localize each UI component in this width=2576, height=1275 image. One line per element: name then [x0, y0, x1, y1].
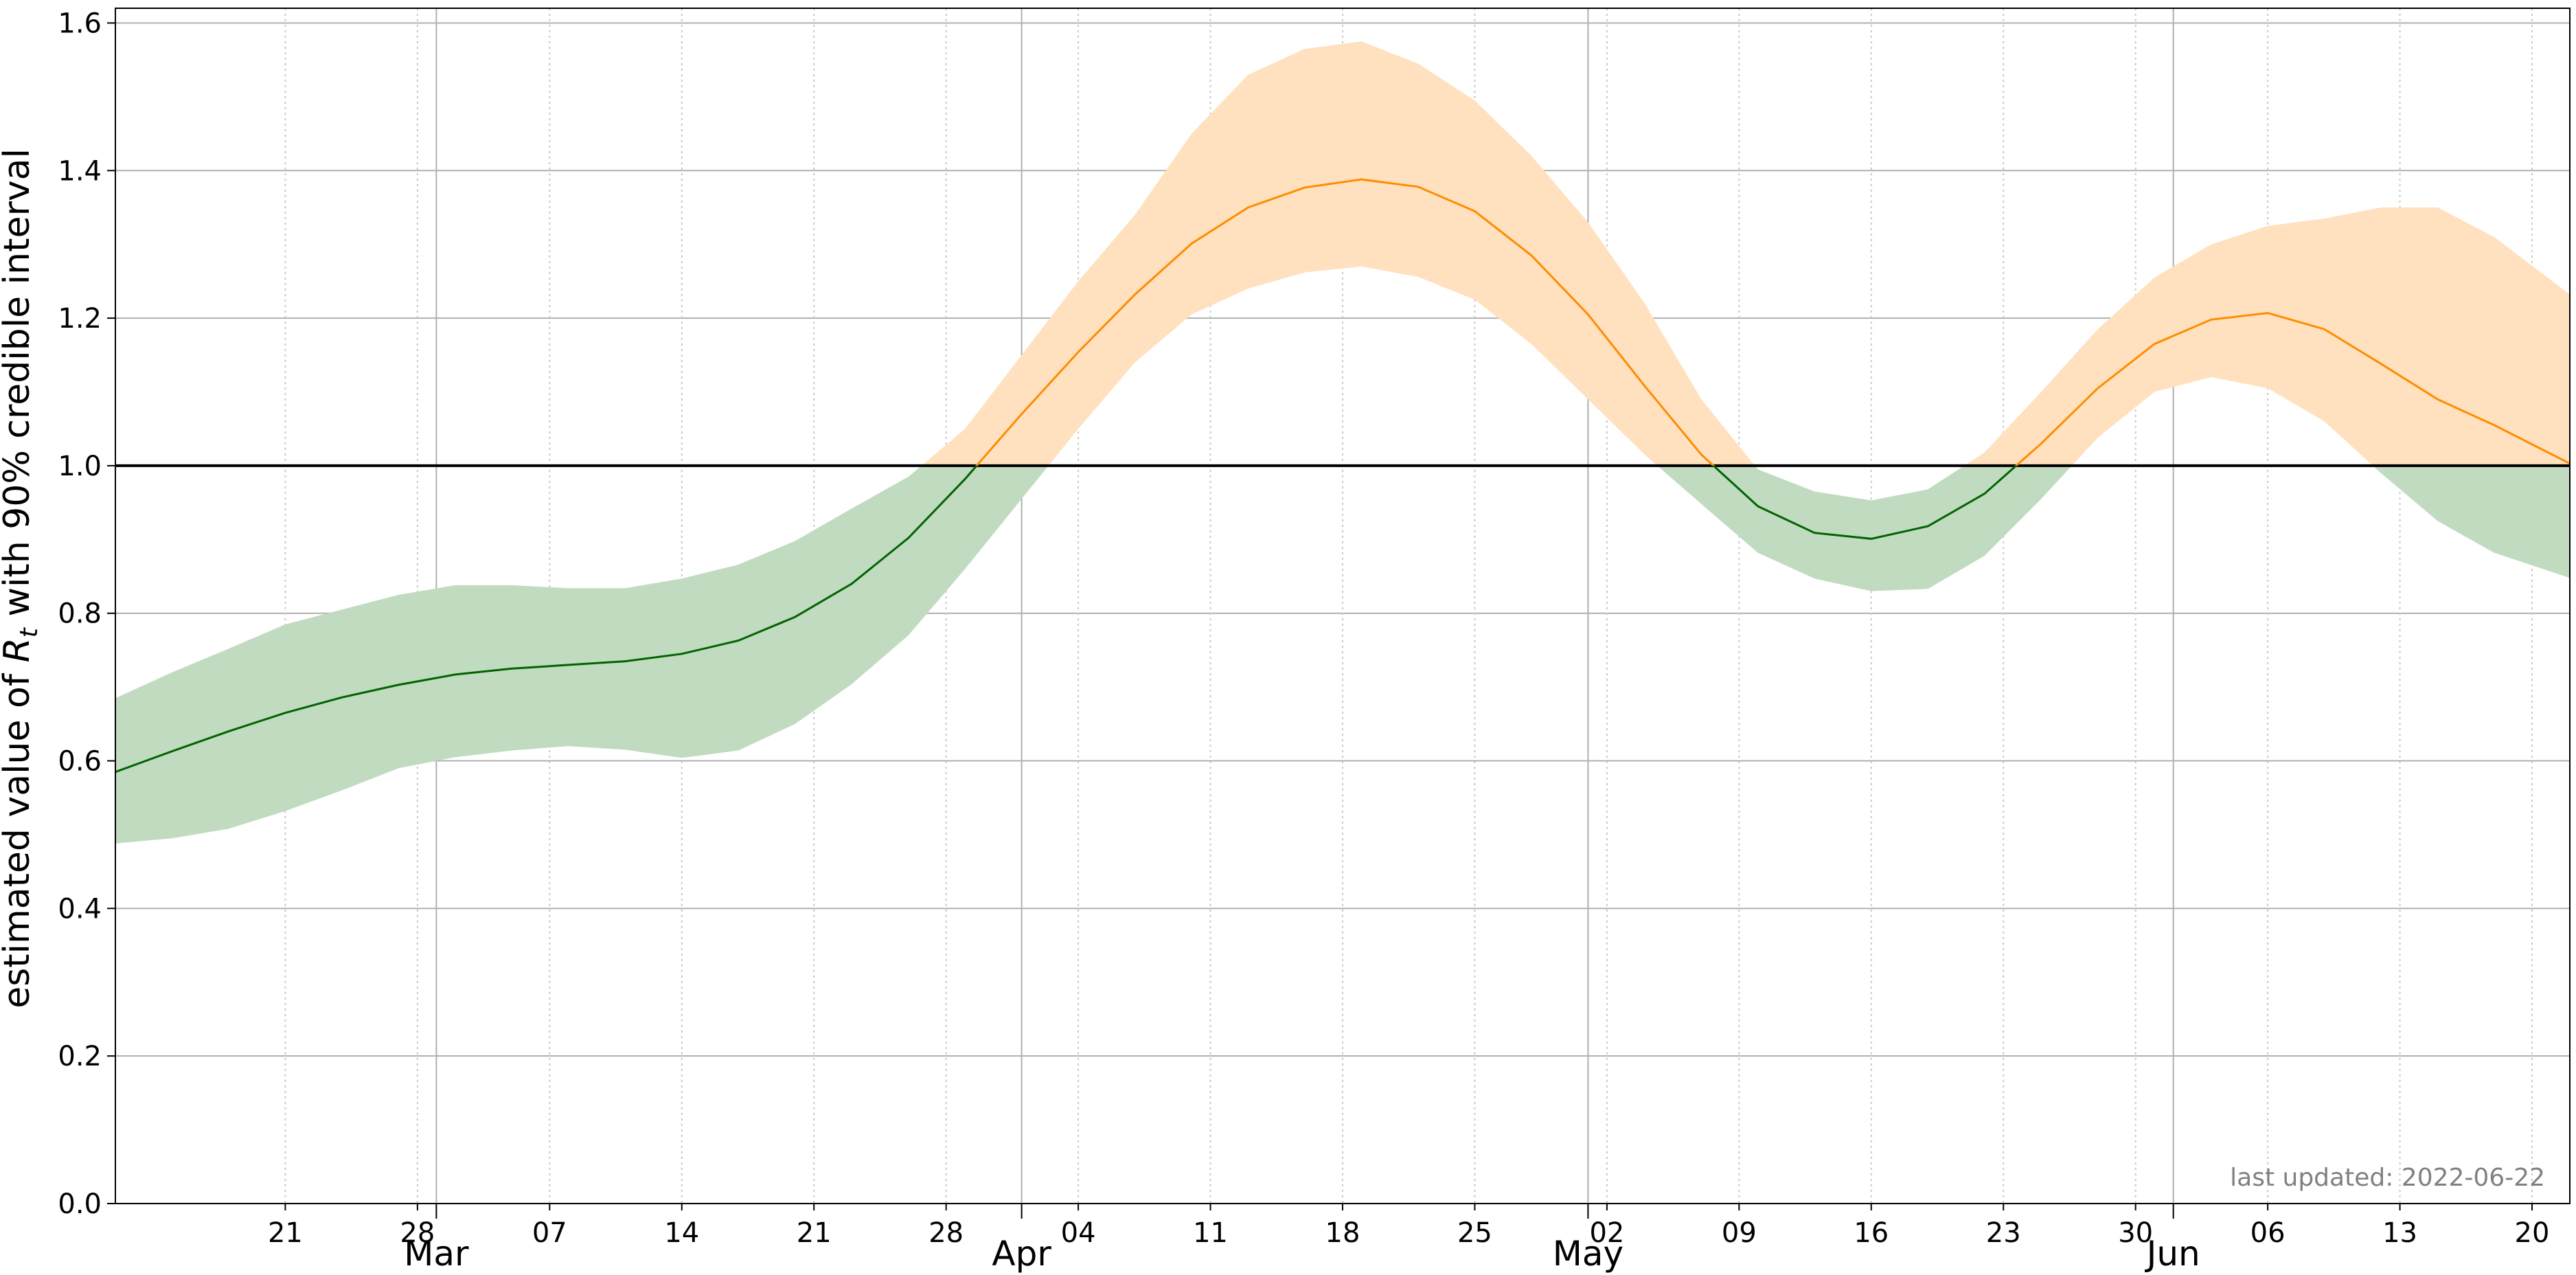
x-minor-tick-label: 21	[797, 1217, 832, 1249]
y-tick-label: 1.0	[58, 451, 102, 482]
median-line-above	[975, 178, 2570, 466]
x-minor-tick-label: 14	[664, 1217, 699, 1249]
x-major-tick-label: Jun	[2145, 1234, 2200, 1274]
x-minor-tick-label: 18	[1325, 1217, 1360, 1249]
ylabel-suffix: with 90% credible interval	[0, 148, 38, 628]
x-minor-tick-label: 23	[1986, 1217, 2021, 1249]
y-tick-label: 1.4	[58, 155, 102, 187]
last-updated-label: last updated: 2022-06-22	[2230, 1164, 2545, 1192]
x-minor-tick-label: 16	[1854, 1217, 1889, 1249]
median-line	[115, 178, 2570, 774]
x-minor-tick-label: 30	[2118, 1217, 2153, 1249]
ylabel-prefix: estimated value of	[0, 662, 38, 1008]
y-axis-label: estimated value of Rt with 90% credible …	[0, 148, 43, 1008]
credible-interval-band	[115, 41, 2570, 844]
x-minor-tick-label: 20	[2515, 1217, 2550, 1249]
median-line-below	[115, 465, 2018, 774]
band-above-threshold	[921, 41, 2570, 466]
x-minor-tick-label: 07	[532, 1217, 567, 1249]
y-tick-label: 1.2	[58, 303, 102, 335]
x-major-tick-label: Mar	[404, 1234, 469, 1274]
ylabel-symbol: R	[0, 638, 38, 662]
y-tick-label: 1.6	[58, 8, 102, 39]
x-minor-tick-label: 09	[1722, 1217, 1757, 1249]
median-above-threshold	[975, 178, 2570, 466]
x-minor-tick-label: 11	[1193, 1217, 1228, 1249]
x-minor-tick-label: 06	[2250, 1217, 2286, 1249]
ylabel-subscript: t	[15, 627, 43, 638]
x-minor-tick-label: 28	[400, 1217, 435, 1249]
y-tick-label: 0.2	[58, 1041, 102, 1072]
x-minor-tick-label: 25	[1457, 1217, 1492, 1249]
x-minor-tick-label: 28	[928, 1217, 964, 1249]
x-minor-tick-label: 21	[268, 1217, 303, 1249]
band-area-below	[115, 465, 2570, 844]
y-tick-label: 0.8	[58, 598, 102, 630]
axes: 0.0 0.2 0.4 0.6 0.8 1.0 1.2 1.4 1.6 21 28 07 14 21 28 0…	[58, 8, 2549, 1274]
y-tick-label: 0.0	[58, 1188, 102, 1220]
x-minor-tick-label: 04	[1061, 1217, 1096, 1249]
y-tick-label: 0.6	[58, 746, 102, 778]
x-minor-tick-label: 13	[2382, 1217, 2417, 1249]
x-minor-tick-label: 02	[1589, 1217, 1624, 1249]
band-below-threshold	[115, 465, 2570, 844]
x-major-tick-label: Apr	[992, 1234, 1051, 1274]
x-major-tick-label: May	[1553, 1234, 1623, 1274]
y-tick-label: 0.4	[58, 893, 102, 925]
median-below-threshold	[115, 465, 2018, 774]
band-area-above	[921, 41, 2570, 466]
